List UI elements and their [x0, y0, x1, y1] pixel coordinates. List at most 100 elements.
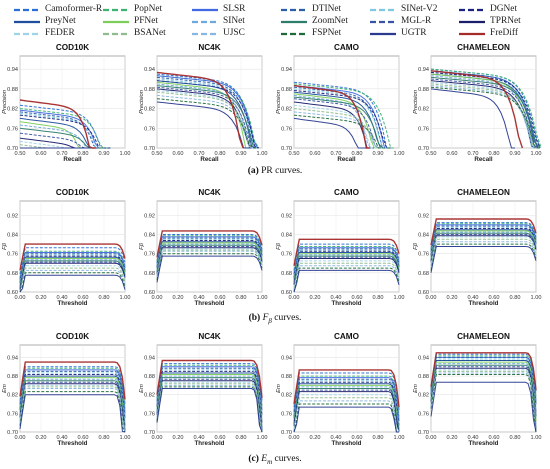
x-tick-label: 1.00: [257, 295, 268, 301]
curve-dtinet: [19, 111, 104, 149]
curve-sinet: [19, 378, 126, 433]
chart-title-em-nc4k: NC4K: [198, 332, 220, 341]
y-tick-label: 0.82: [144, 393, 155, 399]
x-tick-label: 0.20: [36, 295, 47, 301]
y-tick-label: 0.94: [7, 67, 18, 73]
curve-dgnet: [156, 370, 263, 425]
legend-label: MGL-R: [401, 16, 432, 26]
y-tick-label: 0.92: [418, 213, 429, 219]
y-tick-label: 0.84: [7, 233, 18, 239]
x-tick-label: 0.60: [489, 295, 500, 301]
curve-slsr: [293, 247, 400, 275]
x-tick-label: 0.70: [468, 151, 479, 157]
curve-sinet: [156, 375, 263, 433]
y-tick-label: 0.68: [7, 271, 18, 277]
caption-pr-letter: (a): [247, 166, 259, 176]
x-tick-label: 1.00: [394, 435, 405, 441]
curve-preynet: [293, 91, 385, 149]
curve-dtinet: [430, 225, 537, 253]
x-tick-label: 0.40: [194, 435, 205, 441]
curve-ujsc: [430, 372, 537, 433]
curve-feder: [293, 104, 378, 149]
curve-frediff: [293, 238, 400, 266]
curve-dtinet: [293, 86, 387, 149]
x-tick-label: 0.40: [194, 295, 205, 301]
curve-sinet: [156, 83, 254, 149]
curve-sinet-v2: [293, 249, 400, 277]
curve-zoomnet: [19, 260, 126, 288]
curve-zoomnet: [430, 232, 537, 260]
y-tick-label: 0.82: [281, 107, 292, 113]
curve-sinet: [293, 94, 374, 149]
chart-title-fm-chameleon: CHAMELEON: [457, 188, 510, 197]
curve-preynet: [430, 73, 539, 149]
curve-dtinet: [19, 253, 126, 281]
x-tick-label: 0.60: [352, 435, 363, 441]
curve-mgl-r: [293, 98, 383, 149]
plot-area-fm-cod10k: [19, 200, 126, 293]
y-tick-label: 0.68: [418, 271, 429, 277]
y-tick-label: 0.88: [7, 374, 18, 380]
curve-popnet: [156, 235, 263, 263]
curve-ujsc: [156, 250, 263, 278]
x-axis-label: Threshold: [58, 440, 88, 447]
curve-pfnet: [156, 242, 263, 270]
curve-bsanet: [156, 91, 256, 149]
curve-tprnet: [430, 80, 537, 149]
plot-area-em-cod10k: [19, 344, 126, 433]
curve-dgnet: [430, 228, 537, 255]
x-tick-label: 1.00: [531, 151, 542, 157]
y-tick-label: 0.76: [281, 411, 292, 417]
curve-pfnet: [19, 121, 90, 149]
curve-sinet-v2: [156, 238, 263, 266]
y-tick-label: 0.76: [144, 411, 155, 417]
y-tick-label: 0.76: [418, 252, 429, 258]
y-tick-label: 0.70: [7, 430, 18, 436]
curve-dtinet: [156, 76, 258, 149]
x-tick-label: 0.60: [215, 295, 226, 301]
legend-label: FreDiff: [490, 28, 518, 38]
curve-camoformer-r: [19, 104, 109, 149]
x-tick-label: 0.50: [426, 151, 437, 157]
y-tick-label: 0.60: [7, 290, 18, 296]
y-tick-label: 0.82: [7, 393, 18, 399]
plot-area-pr-cod10k: [19, 55, 126, 149]
curve-ugtr: [430, 246, 537, 273]
x-tick-label: 0.00: [152, 295, 163, 301]
y-tick-label: 0.82: [418, 393, 429, 399]
curve-dtinet: [156, 367, 263, 415]
curve-popnet: [19, 250, 126, 278]
curve-ujsc: [19, 388, 126, 433]
y-tick-label: 0.60: [418, 290, 429, 296]
curve-feder: [293, 260, 400, 288]
x-tick-label: 0.80: [99, 295, 110, 301]
x-tick-label: 0.60: [215, 435, 226, 441]
x-tick-label: 0.80: [352, 151, 363, 157]
y-axis-label: Fβ: [2, 242, 8, 250]
curve-frediff: [430, 218, 537, 246]
curve-pfnet: [430, 73, 537, 149]
y-tick-label: 0.94: [418, 355, 429, 361]
legend-label: Camoformer-R: [45, 4, 103, 14]
curve-ujsc: [293, 265, 400, 293]
curve-pfnet: [430, 230, 537, 258]
chart-title-fm-camo: CAMO: [334, 188, 360, 197]
curve-frediff: [156, 71, 244, 149]
curve-mgl-r: [430, 234, 537, 261]
caption-pr-text: PR curves.: [261, 166, 303, 176]
curve-pfnet: [19, 258, 126, 285]
curve-slsr: [430, 356, 537, 401]
x-tick-label: 0.70: [57, 151, 68, 157]
curve-zoomnet: [293, 255, 400, 283]
y-tick-label: 0.76: [418, 126, 429, 132]
curve-popnet: [156, 75, 260, 149]
curve-tprnet: [156, 380, 263, 433]
x-tick-label: 0.80: [510, 435, 521, 441]
curve-frediff: [156, 359, 263, 398]
curve-mgl-r: [19, 381, 126, 433]
curve-dtinet: [293, 378, 400, 426]
curve-mgl-r: [19, 132, 102, 149]
curve-mgl-r: [19, 261, 126, 289]
curve-fspnet: [430, 86, 541, 149]
